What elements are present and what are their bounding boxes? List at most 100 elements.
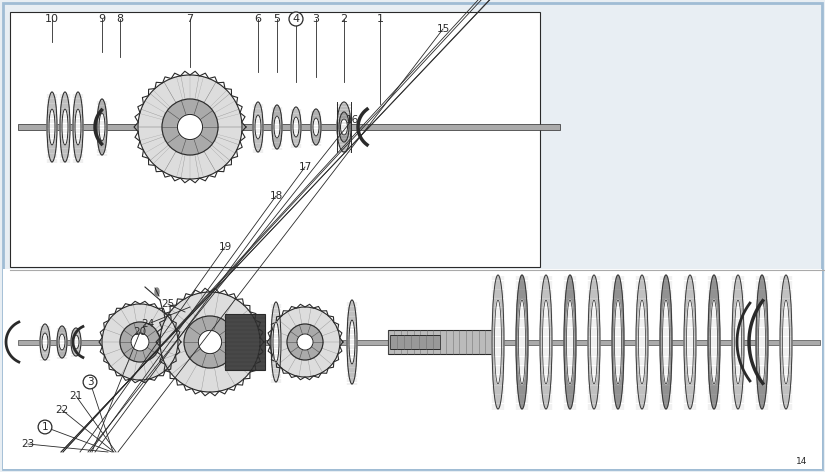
Ellipse shape xyxy=(686,300,694,384)
Ellipse shape xyxy=(339,112,349,142)
Text: 6: 6 xyxy=(254,14,262,24)
Ellipse shape xyxy=(518,300,526,384)
Text: 2: 2 xyxy=(341,14,347,24)
Text: 23: 23 xyxy=(21,439,35,449)
Circle shape xyxy=(131,333,149,351)
Ellipse shape xyxy=(49,109,55,145)
Ellipse shape xyxy=(516,275,528,409)
Text: 1: 1 xyxy=(42,422,49,432)
Circle shape xyxy=(162,99,218,155)
Ellipse shape xyxy=(734,300,742,384)
FancyBboxPatch shape xyxy=(18,124,560,130)
Text: 9: 9 xyxy=(98,14,106,24)
Ellipse shape xyxy=(271,302,281,382)
Circle shape xyxy=(287,324,323,360)
FancyBboxPatch shape xyxy=(388,330,498,354)
Ellipse shape xyxy=(62,109,68,145)
Circle shape xyxy=(198,330,222,354)
Ellipse shape xyxy=(255,115,261,139)
Ellipse shape xyxy=(99,113,105,141)
Text: 16: 16 xyxy=(346,115,359,125)
Text: 10: 10 xyxy=(45,14,59,24)
Circle shape xyxy=(120,322,160,362)
Text: 15: 15 xyxy=(436,24,450,34)
Ellipse shape xyxy=(710,300,718,384)
Ellipse shape xyxy=(253,102,263,152)
Ellipse shape xyxy=(75,109,81,145)
Text: 1: 1 xyxy=(376,14,384,24)
Ellipse shape xyxy=(684,275,696,409)
Ellipse shape xyxy=(780,275,792,409)
Ellipse shape xyxy=(660,275,672,409)
Text: 14: 14 xyxy=(796,457,808,466)
Text: 18: 18 xyxy=(270,191,283,201)
Ellipse shape xyxy=(311,109,321,145)
Ellipse shape xyxy=(540,275,552,409)
Text: 17: 17 xyxy=(299,162,312,172)
Text: 3: 3 xyxy=(87,377,93,387)
Text: 3: 3 xyxy=(313,14,319,24)
FancyBboxPatch shape xyxy=(3,3,822,469)
Ellipse shape xyxy=(494,300,502,384)
Ellipse shape xyxy=(756,275,768,409)
Text: 4: 4 xyxy=(292,14,299,24)
Ellipse shape xyxy=(47,92,57,162)
Text: 7: 7 xyxy=(186,14,194,24)
Ellipse shape xyxy=(313,118,319,136)
Ellipse shape xyxy=(636,275,648,409)
Text: 19: 19 xyxy=(219,242,232,252)
Ellipse shape xyxy=(60,92,70,162)
Ellipse shape xyxy=(40,324,50,360)
FancyBboxPatch shape xyxy=(390,335,440,349)
Circle shape xyxy=(297,334,314,350)
Ellipse shape xyxy=(349,320,355,364)
Circle shape xyxy=(270,307,340,377)
Ellipse shape xyxy=(543,300,549,384)
Text: 24: 24 xyxy=(141,319,154,329)
Ellipse shape xyxy=(337,102,351,152)
Ellipse shape xyxy=(347,300,357,384)
Text: 20: 20 xyxy=(134,327,147,337)
Ellipse shape xyxy=(564,275,576,409)
Ellipse shape xyxy=(272,105,282,149)
Ellipse shape xyxy=(567,300,573,384)
FancyBboxPatch shape xyxy=(10,12,540,267)
Ellipse shape xyxy=(708,275,720,409)
Circle shape xyxy=(184,316,236,368)
Circle shape xyxy=(177,114,203,140)
Ellipse shape xyxy=(57,326,67,358)
Ellipse shape xyxy=(291,107,301,147)
FancyBboxPatch shape xyxy=(225,314,265,370)
Ellipse shape xyxy=(782,300,790,384)
FancyBboxPatch shape xyxy=(18,339,820,345)
Text: 21: 21 xyxy=(69,391,83,401)
Ellipse shape xyxy=(73,335,79,349)
Ellipse shape xyxy=(59,334,65,350)
Ellipse shape xyxy=(662,300,670,384)
Ellipse shape xyxy=(155,288,159,296)
Ellipse shape xyxy=(732,275,744,409)
Text: 5: 5 xyxy=(274,14,281,24)
FancyBboxPatch shape xyxy=(3,269,822,469)
Ellipse shape xyxy=(273,322,279,362)
Text: 25: 25 xyxy=(162,299,175,309)
Ellipse shape xyxy=(97,99,107,155)
Ellipse shape xyxy=(73,92,83,162)
Ellipse shape xyxy=(293,117,299,137)
Text: 22: 22 xyxy=(55,405,68,415)
Ellipse shape xyxy=(341,119,347,135)
Ellipse shape xyxy=(615,300,621,384)
Ellipse shape xyxy=(639,300,645,384)
Circle shape xyxy=(138,75,242,179)
Circle shape xyxy=(102,304,178,380)
Ellipse shape xyxy=(274,116,280,138)
Ellipse shape xyxy=(492,275,504,409)
Ellipse shape xyxy=(71,328,81,356)
Text: 8: 8 xyxy=(116,14,124,24)
Ellipse shape xyxy=(42,333,48,351)
Circle shape xyxy=(160,292,260,392)
Ellipse shape xyxy=(758,300,766,384)
Ellipse shape xyxy=(612,275,624,409)
Ellipse shape xyxy=(588,275,600,409)
Ellipse shape xyxy=(591,300,597,384)
